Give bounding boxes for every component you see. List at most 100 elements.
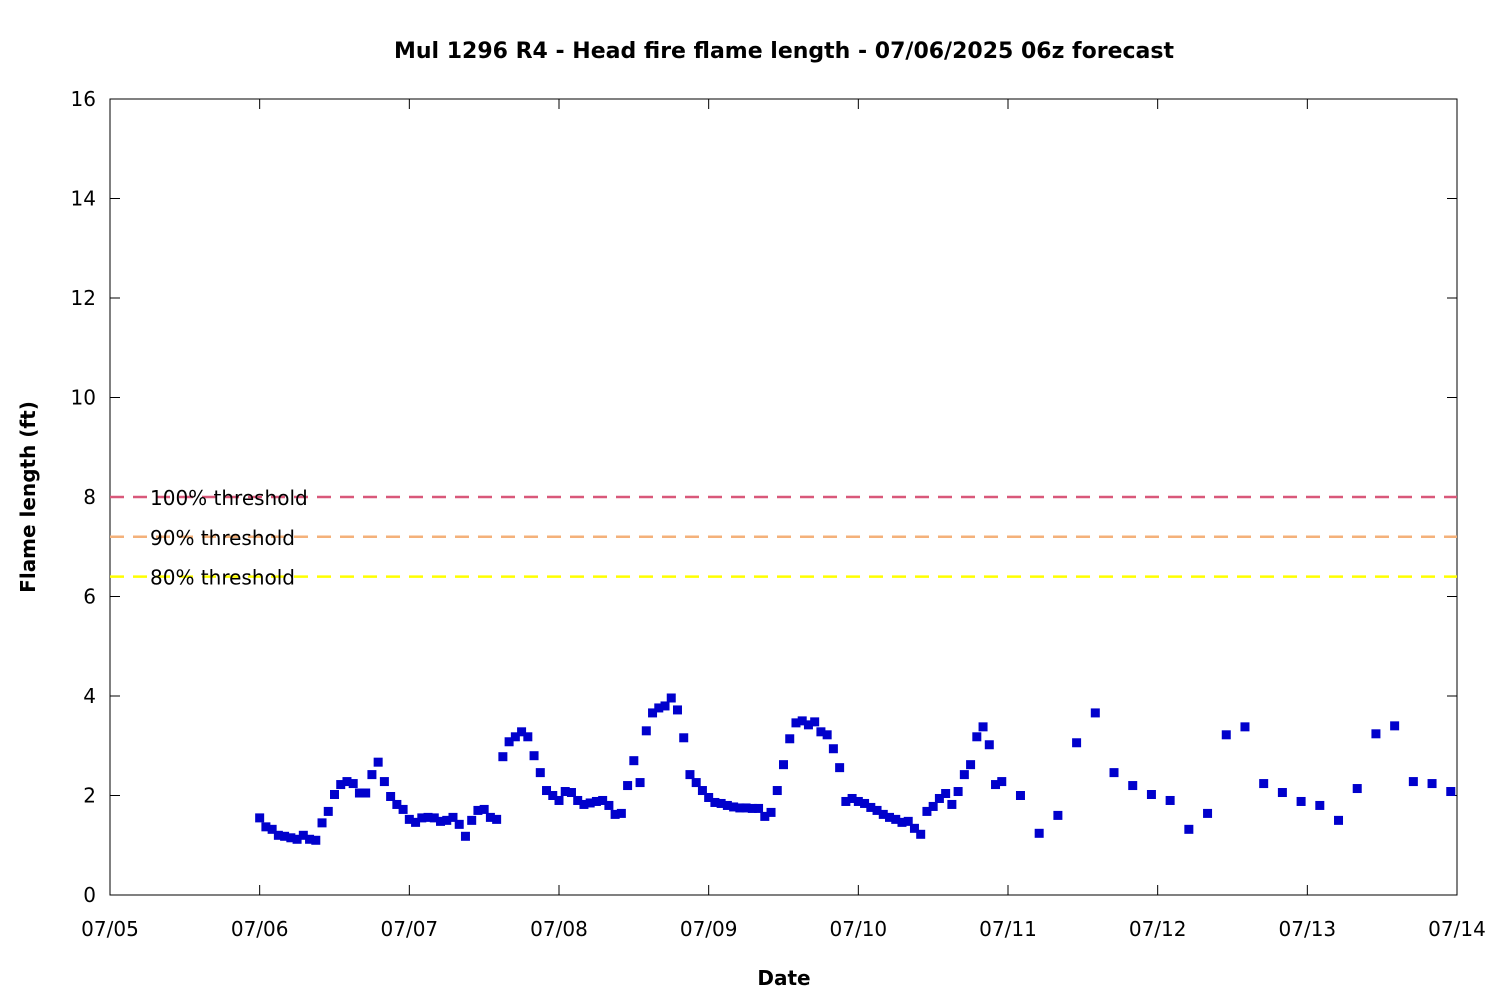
- data-point: [878, 809, 888, 819]
- data-point: [598, 795, 608, 805]
- data-point: [298, 830, 308, 840]
- x-tick-label: 07/10: [830, 917, 888, 941]
- data-point: [635, 778, 645, 788]
- x-tick-label: 07/06: [231, 917, 289, 941]
- data-point: [292, 834, 302, 844]
- y-tick-label: 16: [71, 87, 96, 111]
- data-point: [1315, 800, 1325, 810]
- y-tick-label: 12: [71, 286, 96, 310]
- data-point: [654, 703, 664, 713]
- data-point: [604, 800, 614, 810]
- data-point: [679, 733, 689, 743]
- data-point: [454, 819, 464, 829]
- x-tick-label: 07/11: [979, 917, 1037, 941]
- data-point: [523, 732, 533, 742]
- data-point: [623, 781, 633, 791]
- data-point: [816, 727, 826, 737]
- data-point: [548, 791, 558, 800]
- data-point: [386, 791, 396, 801]
- x-tick-label: 07/13: [1279, 917, 1337, 941]
- data-point: [916, 829, 926, 839]
- data-point: [404, 814, 414, 824]
- x-tick-label: 07/08: [530, 917, 588, 941]
- data-point: [255, 813, 265, 823]
- data-point: [779, 760, 788, 770]
- data-point: [579, 799, 589, 809]
- data-point: [697, 786, 707, 796]
- data-point: [841, 796, 851, 806]
- data-point: [535, 768, 545, 778]
- data-point: [311, 835, 321, 845]
- data-point: [672, 705, 682, 715]
- data-point: [710, 797, 720, 807]
- data-point: [1165, 795, 1175, 805]
- data-point: [305, 834, 315, 844]
- data-point: [554, 795, 564, 805]
- data-point: [704, 792, 714, 802]
- data-point: [1296, 796, 1306, 806]
- data-point: [423, 812, 433, 822]
- data-point: [317, 818, 327, 828]
- data-point: [498, 752, 508, 762]
- data-point: [467, 815, 477, 825]
- data-point: [361, 788, 371, 798]
- data-point: [1390, 721, 1400, 731]
- y-tick-label: 14: [71, 187, 96, 211]
- data-point: [342, 777, 352, 787]
- data-points: [255, 693, 1456, 845]
- data-point: [398, 804, 408, 814]
- data-point: [772, 786, 782, 796]
- data-point: [959, 770, 969, 780]
- x-tick-label: 07/12: [1129, 917, 1187, 941]
- data-point: [442, 815, 452, 825]
- data-point: [978, 722, 988, 732]
- data-point: [797, 716, 807, 726]
- threshold-label: 100% threshold: [150, 486, 308, 510]
- data-point: [1109, 768, 1119, 778]
- data-point: [517, 727, 527, 737]
- threshold-label: 80% threshold: [150, 566, 295, 590]
- data-point: [273, 830, 283, 840]
- data-point: [492, 814, 502, 824]
- data-point: [610, 809, 620, 819]
- y-tick-label: 0: [83, 883, 96, 907]
- data-point: [903, 816, 913, 826]
- data-point: [722, 800, 732, 810]
- data-point: [928, 801, 938, 811]
- data-point: [510, 732, 520, 742]
- data-point: [747, 803, 757, 813]
- data-point: [473, 805, 483, 815]
- y-tick-label: 10: [71, 386, 96, 410]
- x-axis-label: Date: [757, 966, 810, 990]
- data-point: [479, 804, 489, 814]
- data-point: [897, 817, 907, 827]
- data-point: [379, 777, 389, 787]
- data-point: [866, 802, 876, 812]
- data-point: [735, 803, 745, 813]
- data-point: [934, 793, 944, 803]
- data-point: [629, 756, 639, 766]
- y-axis-label: Flame length (ft): [16, 401, 40, 593]
- data-point: [448, 812, 458, 822]
- data-point: [766, 807, 776, 817]
- x-tick-label: 07/05: [81, 917, 139, 941]
- x-tick-label: 07/07: [381, 917, 439, 941]
- data-point: [947, 799, 957, 809]
- data-point: [984, 740, 994, 750]
- data-point: [785, 734, 795, 744]
- data-point: [966, 760, 976, 770]
- data-point: [336, 780, 346, 790]
- data-point: [460, 831, 470, 841]
- data-point: [286, 833, 296, 843]
- data-point: [641, 726, 651, 736]
- data-point: [803, 720, 813, 730]
- data-point: [373, 757, 383, 767]
- data-point: [392, 799, 402, 809]
- data-point: [1128, 781, 1138, 791]
- data-point: [1408, 777, 1418, 787]
- data-point: [1146, 790, 1156, 800]
- chart-title: Mul 1296 R4 - Head fire flame length - 0…: [394, 39, 1175, 64]
- data-point: [585, 798, 595, 808]
- y-tick-label: 4: [83, 684, 96, 708]
